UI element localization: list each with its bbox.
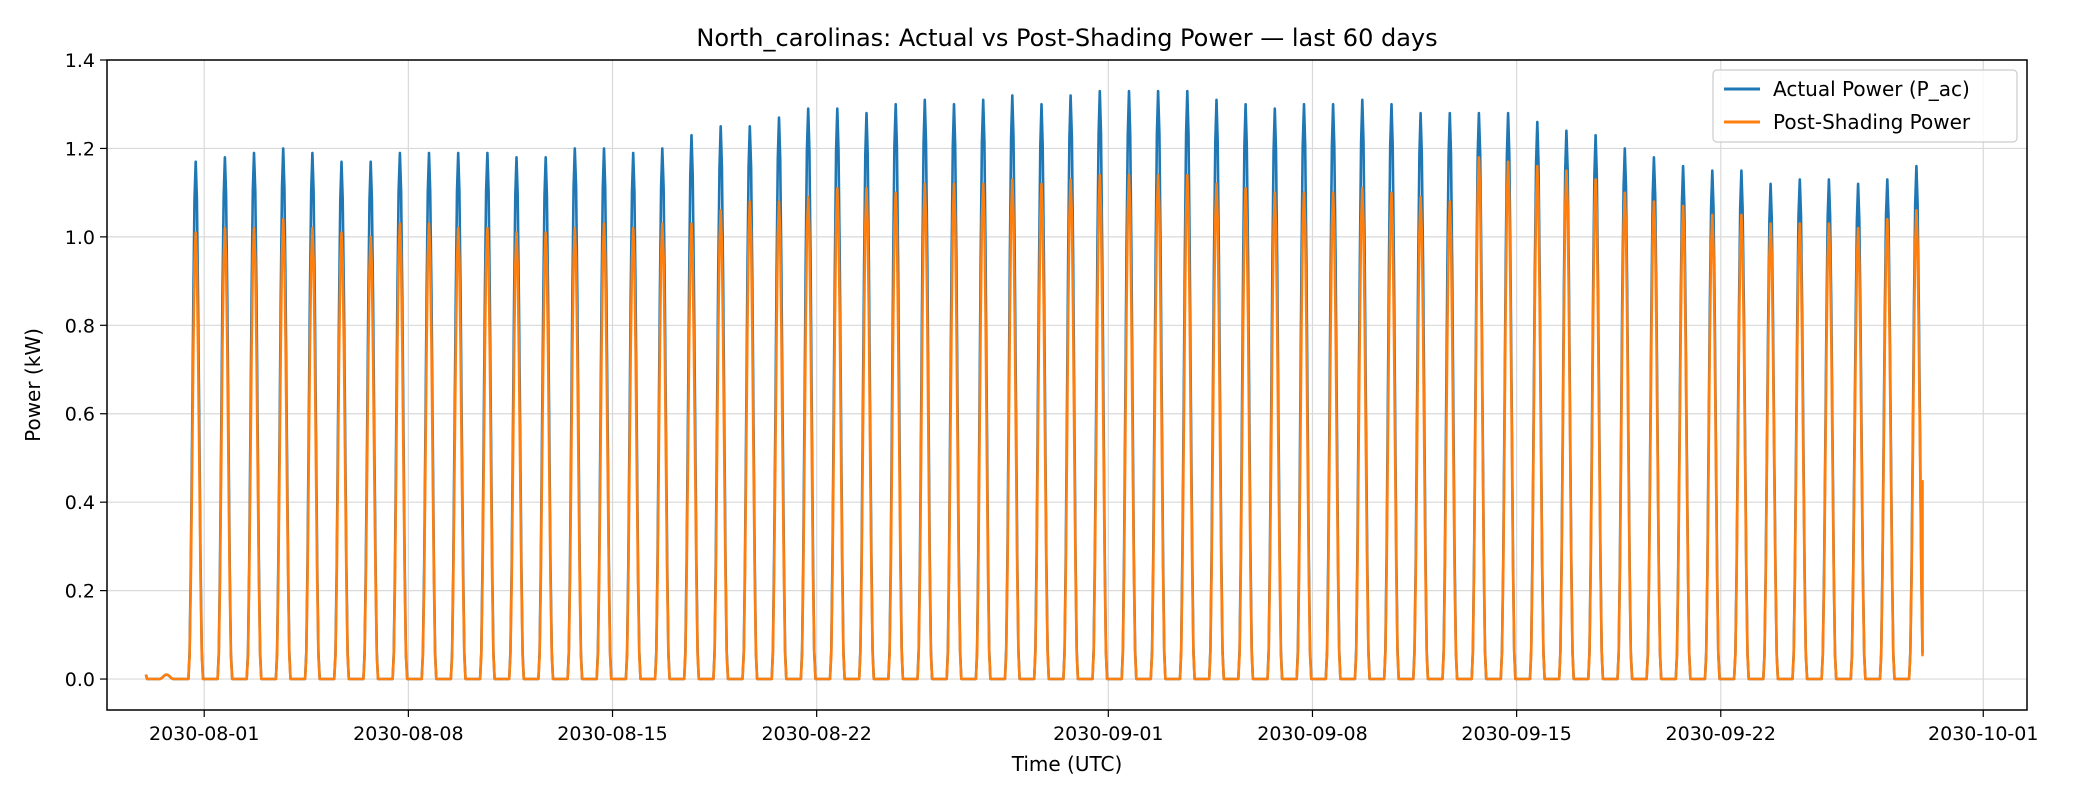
legend-label-actual: Actual Power (P_ac): [1773, 77, 1970, 101]
x-tick-label: 2030-09-01: [1053, 723, 1163, 745]
x-tick-label: 2030-08-22: [761, 723, 871, 745]
series-line-post-shading-power: [144, 156, 1924, 681]
legend-box: [1712, 69, 2018, 143]
chart-title: North_carolinas: Actual vs Post-Shading …: [696, 24, 1437, 52]
x-tick-label: 2030-09-08: [1257, 723, 1367, 745]
y-tick-label: 0.6: [65, 404, 95, 426]
y-tick-label: 0.0: [65, 669, 95, 691]
x-tick-label: 2030-08-08: [353, 723, 463, 745]
x-tick-label: 2030-08-15: [557, 723, 667, 745]
x-tick-label: 2030-10-01: [1928, 723, 2038, 745]
axis-ticks: 2030-08-01 2030-08-08 2030-08-15 2030-08-22…: [65, 50, 2039, 745]
y-tick-label: 1.2: [65, 138, 95, 160]
x-axis-label: Time (UTC): [1011, 752, 1123, 776]
x-tick-label: 2030-09-22: [1666, 723, 1776, 745]
legend-label-post-shading: Post-Shading Power: [1773, 110, 1971, 134]
x-tick-label: 2030-08-01: [149, 723, 259, 745]
y-tick-label: 0.4: [65, 492, 95, 514]
plot-frame: [106, 59, 2028, 711]
series-lines: [144, 89, 1924, 681]
legend: Actual Power (P_ac) Post-Shading Power: [1712, 69, 2018, 143]
y-axis-label: Power (kW): [21, 328, 45, 442]
y-tick-label: 0.2: [65, 581, 95, 603]
y-tick-label: 1.4: [65, 50, 95, 72]
y-tick-label: 0.8: [65, 315, 95, 337]
y-tick-label: 1.0: [65, 227, 95, 249]
x-tick-label: 2030-09-15: [1461, 723, 1571, 745]
